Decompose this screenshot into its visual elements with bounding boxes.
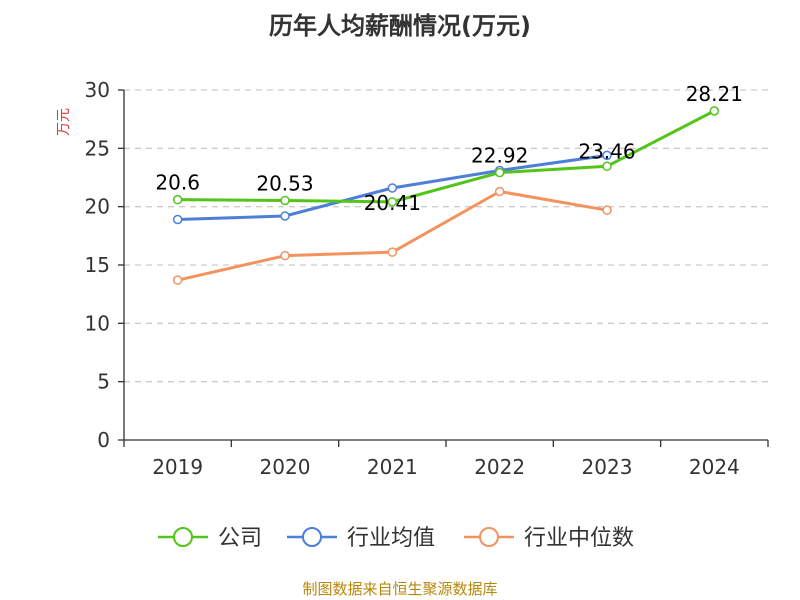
grid-lines (124, 89, 768, 383)
series-lines (172, 106, 720, 285)
data-label: 28.21 (686, 82, 743, 106)
y-tick-label: 10 (85, 311, 110, 335)
y-tick-label: 20 (85, 195, 110, 219)
legend-item[interactable]: 行业均值 (287, 526, 435, 551)
data-point (172, 275, 183, 285)
x-tick-label: 2021 (367, 455, 418, 479)
data-point (709, 106, 720, 116)
legend-marker (302, 527, 322, 547)
data-point (172, 214, 183, 225)
data-point (280, 250, 290, 261)
x-tick-label: 2019 (152, 455, 203, 479)
data-label: 20.6 (155, 171, 200, 195)
data-point (602, 150, 612, 161)
data-point (494, 186, 505, 197)
data-point (387, 247, 398, 257)
y-tick-labels: 0 5 10 15 20 25 30 (85, 78, 110, 452)
legend-marker (479, 527, 499, 547)
x-tick-label: 2023 (582, 455, 633, 479)
y-tick-label: 5 (97, 370, 110, 394)
data-point (280, 211, 290, 221)
legend-label: 行业均值 (347, 526, 435, 551)
data-point (387, 197, 398, 207)
series-line (177, 109, 716, 204)
source-note: 制图数据来自恒生聚源数据库 (302, 580, 497, 598)
y-tick-label: 25 (85, 136, 110, 160)
data-point (387, 183, 398, 193)
data-point (494, 167, 505, 178)
x-tick-label: 2024 (689, 455, 740, 479)
data-label: 20.41 (364, 191, 421, 215)
data-label: 20.53 (256, 171, 313, 195)
series-2 (172, 186, 612, 285)
series-0 (172, 106, 720, 207)
chart-title: 历年人均薪酬情况(万元) (269, 12, 531, 40)
x-tick-labels: 2019 2020 2021 2022 2023 2024 (152, 455, 740, 479)
legend-item[interactable]: 行业中位数 (464, 526, 634, 551)
legend-label: 公司 (218, 526, 262, 551)
data-label: 23.46 (578, 139, 635, 163)
y-tick-label: 0 (97, 428, 110, 452)
legend-marker (173, 527, 193, 547)
x-tick-label: 2020 (260, 455, 311, 479)
data-labels: 20.6 20.53 20.41 22.92 23.46 28.21 (155, 82, 743, 215)
data-label: 22.92 (471, 144, 528, 168)
y-axis-label: 万元 (56, 108, 72, 136)
legend-item[interactable]: 公司 (158, 526, 262, 551)
legend-label: 行业中位数 (524, 526, 634, 551)
legend[interactable]: 公司 行业均值 行业中位数 (158, 526, 634, 551)
x-tick-label: 2022 (474, 455, 525, 479)
data-point (280, 195, 290, 206)
y-tick-label: 30 (85, 78, 110, 102)
data-point (172, 194, 183, 205)
axes (118, 89, 769, 447)
data-point (602, 161, 612, 172)
y-tick-label: 15 (85, 253, 110, 277)
data-point (602, 205, 612, 215)
